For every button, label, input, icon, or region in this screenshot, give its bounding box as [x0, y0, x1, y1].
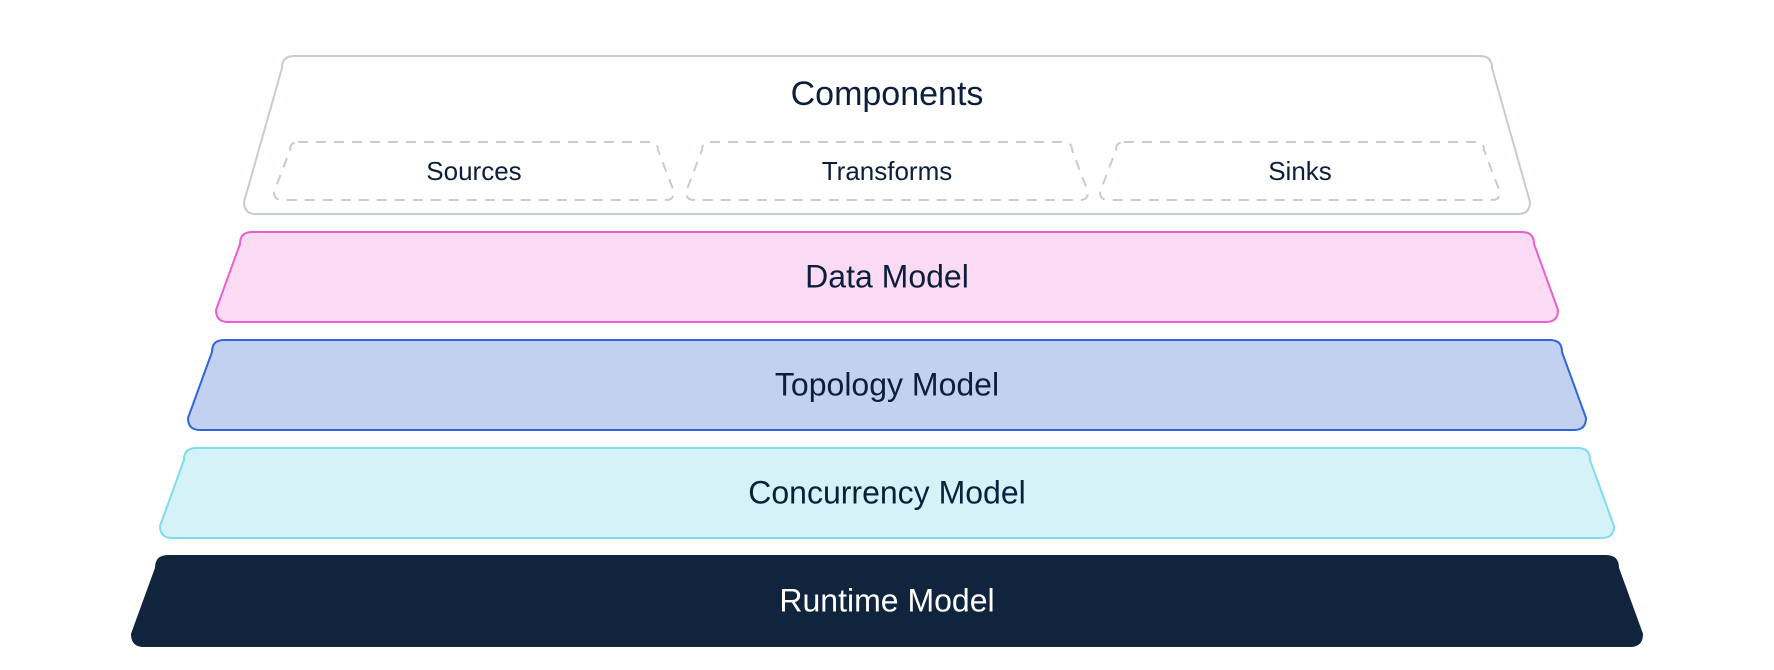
layer-concurrency-model: Concurrency Model — [160, 448, 1614, 538]
layer-label-runtime-model: Runtime Model — [779, 582, 994, 618]
layer-label-concurrency-model: Concurrency Model — [748, 474, 1025, 510]
layer-components: Components Sources Transforms Sinks — [244, 56, 1530, 214]
layer-label-data-model: Data Model — [805, 258, 969, 294]
layer-runtime-model: Runtime Model — [132, 556, 1642, 646]
architecture-diagram: Components Sources Transforms Sinks Data Mod… — [0, 0, 1774, 670]
layer-data-model: Data Model — [216, 232, 1558, 322]
sub-label-sinks: Sinks — [1268, 156, 1332, 186]
layer-label-topology-model: Topology Model — [775, 366, 999, 402]
layer-topology-model: Topology Model — [188, 340, 1586, 430]
sub-label-sources: Sources — [426, 156, 521, 186]
layer-label-components: Components — [791, 75, 984, 113]
sub-label-transforms: Transforms — [822, 156, 953, 186]
